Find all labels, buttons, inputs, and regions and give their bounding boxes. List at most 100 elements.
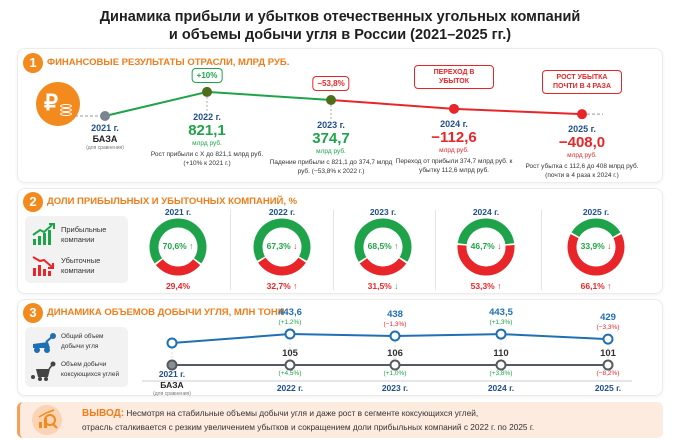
production-year: 2021 г.	[158, 369, 186, 379]
coking-point	[389, 359, 401, 371]
total-point	[166, 337, 178, 349]
legend-total-label: Общий объем добычи угля	[61, 333, 104, 350]
point-year: 2025 г.	[568, 124, 596, 135]
total-point	[602, 333, 614, 345]
trend-up-icon: ↑	[494, 281, 502, 291]
divider	[541, 210, 542, 290]
mining-truck-icon	[33, 333, 56, 353]
profit-line-segment	[104, 90, 208, 117]
total-change: (+1,3%)	[489, 319, 513, 327]
total-value: 429	[600, 312, 616, 324]
base-label: БАЗА	[92, 134, 118, 144]
profit-line-segment	[453, 107, 583, 116]
profit-share-label: 46,7% ↓	[456, 241, 516, 251]
coking-value: 106	[387, 348, 403, 359]
production-year: 2023 г.	[381, 383, 409, 393]
point-value: 374,7	[312, 130, 350, 147]
coking-change: (+3,8%)	[489, 370, 513, 377]
profit-arc	[253, 218, 311, 261]
profit-share-value: 68,5%	[367, 241, 392, 251]
loss-arc	[359, 258, 407, 276]
profit-line-segment	[206, 90, 332, 101]
donut-year: 2025 г.	[582, 207, 610, 217]
loss-share-value: 29,4%	[165, 281, 191, 291]
loss-share-label: 66,1% ↑	[566, 281, 626, 291]
profit-share-label: 33,9% ↓	[566, 241, 626, 251]
profit-share-value: 33,9%	[580, 241, 605, 251]
point-unit: млрд руб.	[567, 152, 597, 160]
legend-profit-label: Прибыльные компании	[61, 225, 107, 244]
profit-arc	[457, 218, 515, 245]
profit-arc	[149, 218, 207, 264]
trend-up-icon: ↑	[604, 281, 612, 291]
point-year: 2023 г.	[317, 120, 345, 130]
decline-chart-icon	[32, 256, 54, 276]
section-number-2: 2	[23, 192, 43, 212]
coking-value: 105	[282, 348, 298, 359]
loss-share-value: 66,1%	[580, 281, 605, 291]
divider	[333, 210, 334, 290]
profit-share-label: 67,3% ↓	[252, 241, 312, 251]
coking-point	[166, 359, 178, 371]
trend-down-icon: ↓	[604, 241, 612, 251]
trend-down-icon: ↓	[494, 241, 502, 251]
base-note: (для сравнения)	[86, 145, 124, 151]
loss-share-label: 29,4%	[148, 281, 208, 291]
total-line-segment	[500, 333, 609, 341]
trend-down-icon: ↓	[391, 281, 399, 291]
profit-share-value: 67,3%	[266, 241, 291, 251]
coking-point	[602, 359, 614, 371]
total-line-segment	[289, 333, 396, 337]
profit-share-label: 68,5% ↑	[353, 241, 413, 251]
section-title-3: ДИНАМИКА ОБЪЕМОВ ДОБЫЧИ УГЛЯ, МЛН ТОНН	[47, 307, 285, 318]
profit-point	[100, 111, 110, 121]
analysis-chart-icon	[32, 405, 62, 435]
loss-share-value: 53,3%	[470, 281, 495, 291]
coal-cart-icon	[31, 361, 56, 381]
divider	[230, 210, 231, 290]
production-year: 2022 г.	[276, 383, 304, 393]
section-title-1: ФИНАНСОВЫЕ РЕЗУЛЬТАТЫ ОТРАСЛИ, МЛРД РУБ.	[47, 57, 290, 68]
coking-change: (−8,2%)	[596, 370, 620, 377]
donut-year: 2024 г.	[472, 207, 500, 217]
total-point	[284, 328, 296, 340]
total-value: 443,5	[489, 307, 513, 319]
profit-point	[326, 95, 336, 105]
point-value: −112,6	[431, 128, 477, 146]
total-value: 443,6	[278, 307, 302, 319]
trend-up-icon: ↑	[290, 281, 298, 291]
profit-point	[202, 86, 212, 97]
conclusion-line-1: Несмотря на стабильные объемы добычи угл…	[126, 408, 479, 418]
base-note: (для сравнения)	[153, 391, 191, 397]
base-label: БАЗА	[160, 380, 184, 390]
profit-share-value: 46,7%	[470, 241, 495, 251]
section-title-2: ДОЛИ ПРИБЫЛЬНЫХ И УБЫТОЧНЫХ КОМПАНИЙ, %	[47, 196, 298, 207]
total-change: (−3,3%)	[596, 324, 620, 332]
production-legend: Общий объем добычи угля Объем добычи кок…	[25, 327, 128, 387]
point-year: 2024 г.	[440, 118, 468, 129]
loss-arc	[258, 257, 306, 276]
loss-arc	[567, 234, 625, 276]
point-unit: млрд руб.	[192, 139, 222, 147]
change-callout: −53,8%	[312, 76, 350, 91]
point-unit: млрд руб.	[439, 146, 469, 154]
ruble-coins-icon: ₽	[36, 82, 80, 126]
coking-point	[284, 359, 296, 371]
legend-loss-label: Убыточные компании	[61, 256, 101, 275]
coking-change: (+1,0%)	[383, 370, 407, 377]
section-number-3: 3	[23, 303, 43, 323]
donut-year: 2023 г.	[369, 207, 397, 217]
point-note: Падение прибыли с 821,1 до 374,7 млрд ру…	[269, 159, 393, 175]
conclusion-box: ВЫВОД: Несмотря на стабильные объемы доб…	[17, 402, 663, 438]
profit-arc	[571, 218, 621, 238]
conclusion-text: ВЫВОД: Несмотря на стабильные объемы доб…	[82, 407, 534, 433]
production-year: 2025 г.	[594, 383, 622, 393]
total-point	[495, 328, 507, 340]
profit-share-value: 70,6%	[162, 241, 187, 251]
profit-point	[449, 103, 459, 114]
change-callout: ПЕРЕХОД В УБЫТОК	[414, 64, 494, 89]
profit-point	[577, 109, 587, 120]
shares-legend: Прибыльные компании Убыточные компании	[25, 216, 128, 283]
